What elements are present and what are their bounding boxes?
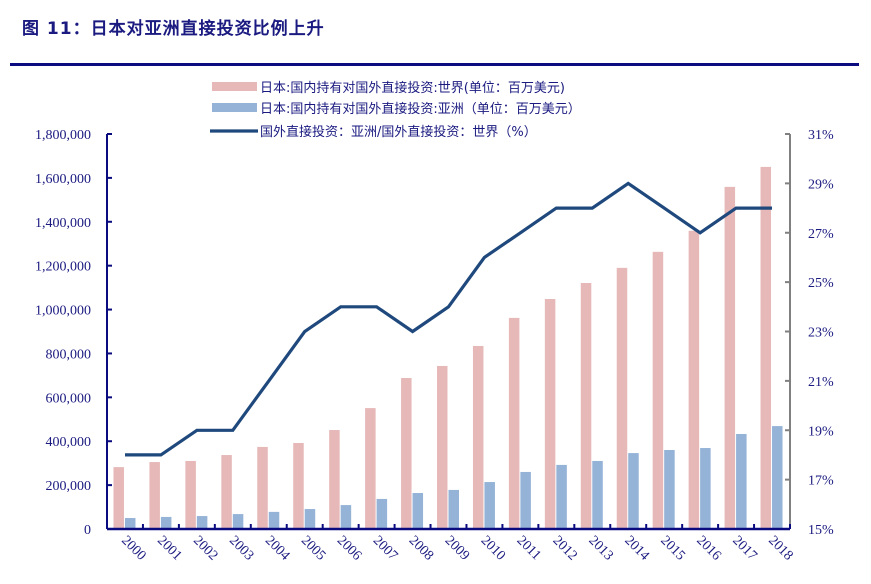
y-tick-label-left: 1,200,000 (35, 260, 91, 275)
bar-world (472, 345, 484, 529)
x-tick-label: 2003 (226, 533, 256, 563)
bar-asia (592, 460, 603, 529)
y-tick-label-right: 21% (808, 375, 834, 390)
bar-world (437, 365, 448, 529)
x-tick-label: 2018 (765, 533, 795, 563)
y-tick-label-left: 1,000,000 (35, 304, 91, 319)
bar-world (401, 378, 412, 529)
y-tick-label-right: 29% (808, 177, 834, 192)
y-tick-label-left: 800,000 (46, 347, 92, 362)
legend-swatch-asia (212, 103, 257, 112)
y-tick-label-right: 25% (808, 276, 834, 291)
bar-world (113, 467, 124, 529)
bar-asia (232, 514, 244, 529)
bar-world (544, 299, 556, 529)
line-layer (124, 181, 773, 457)
line-asia-share (125, 181, 772, 457)
y-tick-label-left: 1,800,000 (35, 128, 91, 143)
x-tick-label: 2014 (621, 533, 651, 563)
bar-asia (736, 433, 747, 529)
bar-world (257, 446, 268, 529)
bar-world (329, 430, 340, 529)
y-tick-label-right: 17% (808, 474, 834, 489)
legend-label-world: 日本:国内持有对国外直接投资:世界(单位：百万美元) (260, 80, 565, 96)
bar-asia (556, 464, 567, 529)
x-tick-label: 2013 (585, 533, 615, 563)
x-tick-label: 2008 (406, 533, 436, 563)
y-tick-label-left: 1,400,000 (35, 216, 91, 231)
y-tick-label-right: 19% (808, 424, 834, 439)
y-tick-label-left: 0 (84, 523, 91, 538)
chart-title: 图 11：日本对亚洲直接投资比例上升 (22, 19, 325, 39)
x-tick-label: 2005 (298, 533, 328, 563)
bar-world (760, 166, 772, 529)
bar-asia (268, 511, 280, 529)
bar-asia (124, 518, 136, 529)
bar-world (652, 251, 664, 529)
legend: 日本:国内持有对国外直接投资:世界(单位：百万美元) 日本:国内持有对国外直接投资… (210, 80, 581, 140)
x-tick-label: 2009 (442, 533, 472, 563)
x-tick-label: 2004 (262, 533, 292, 563)
x-tick-label: 2010 (478, 533, 508, 563)
x-tick-label: 2012 (550, 533, 580, 563)
bar-world (616, 267, 628, 529)
legend-label-line: 国外直接投资：亚洲/国外直接投资：世界（%） (260, 124, 537, 140)
y-tick-label-left: 200,000 (46, 479, 92, 494)
bar-world (580, 283, 592, 529)
bar-asia (196, 516, 208, 529)
bars-layer (113, 166, 783, 529)
bar-asia (448, 489, 459, 529)
bar-world (149, 462, 160, 529)
x-tick-label: 2011 (514, 533, 544, 563)
bar-asia (304, 509, 316, 529)
x-tick-label: 2006 (334, 533, 364, 563)
x-tick-label: 2002 (190, 533, 220, 563)
y-tick-label-right: 31% (808, 128, 834, 143)
y-tick-label-left: 400,000 (46, 435, 92, 450)
x-tick-label: 2015 (657, 533, 687, 563)
legend-swatch-world (212, 82, 257, 91)
y-tick-label-right: 15% (808, 523, 834, 538)
bar-asia (160, 516, 172, 529)
bar-asia (700, 448, 711, 529)
y-tick-label-left: 1,600,000 (35, 172, 91, 187)
x-tick-label: 2016 (693, 533, 723, 563)
legend-label-asia: 日本:国内持有对国外直接投资:亚洲（单位：百万美元） (260, 101, 581, 117)
bar-asia (628, 453, 639, 529)
bar-world (185, 460, 196, 529)
y-tick-label-left: 600,000 (46, 391, 92, 406)
bar-world (365, 408, 376, 529)
x-tick-label: 2017 (729, 533, 759, 563)
bar-world (293, 442, 304, 529)
x-tick-label: 2007 (370, 533, 400, 563)
y-tick-label-right: 23% (808, 326, 834, 341)
y-tick-label-right: 27% (808, 227, 834, 242)
bar-world (508, 317, 520, 529)
bar-asia (664, 450, 675, 529)
bar-world (724, 186, 736, 529)
x-tick-label: 2001 (154, 533, 184, 563)
bar-world (688, 230, 700, 529)
bar-asia (484, 482, 495, 529)
bar-asia (340, 505, 352, 529)
bar-world (221, 455, 232, 529)
title-divider (10, 63, 859, 66)
bar-asia (412, 493, 424, 529)
bar-asia (376, 498, 388, 529)
bar-asia (520, 471, 531, 529)
bar-asia (772, 426, 783, 529)
x-tick-label: 2000 (118, 533, 148, 563)
